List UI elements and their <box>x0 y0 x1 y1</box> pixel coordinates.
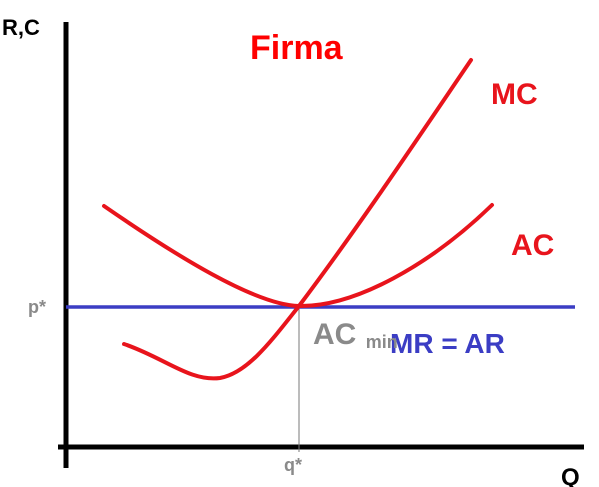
x-axis-label: Q <box>561 464 580 487</box>
ac-min-subscript: min <box>366 332 398 352</box>
mc-label: MC <box>491 78 538 111</box>
ac-min-label: AC min <box>313 318 398 352</box>
diagram-title: Firma <box>250 29 344 67</box>
ac-curve <box>102 203 494 309</box>
ac-label: AC <box>511 229 554 262</box>
ac-min-main: AC <box>313 318 356 351</box>
mc-curve <box>122 58 473 381</box>
mr-ar-label: MR = AR <box>390 328 505 359</box>
p-star-label: p* <box>28 297 46 317</box>
y-axis-label: R,C <box>2 15 40 40</box>
q-star-label: q* <box>284 455 302 475</box>
